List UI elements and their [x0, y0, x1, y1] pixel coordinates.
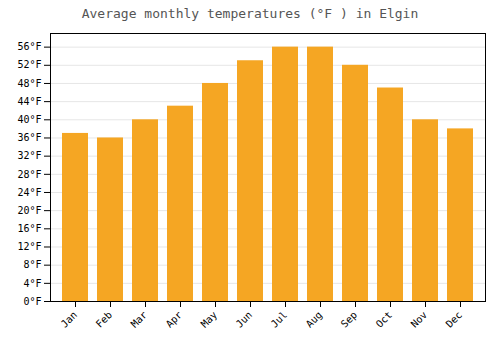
svg-text:20°F: 20°F — [17, 205, 41, 216]
svg-text:May: May — [199, 309, 220, 330]
svg-text:12°F: 12°F — [17, 241, 41, 252]
svg-text:28°F: 28°F — [17, 169, 41, 180]
svg-text:Apr: Apr — [164, 309, 185, 330]
svg-text:Feb: Feb — [94, 309, 115, 330]
svg-text:Nov: Nov — [409, 309, 430, 330]
svg-text:48°F: 48°F — [17, 78, 41, 89]
svg-text:16°F: 16°F — [17, 223, 41, 234]
svg-text:Sep: Sep — [339, 309, 360, 330]
svg-text:Oct: Oct — [374, 309, 395, 330]
svg-text:8°F: 8°F — [23, 259, 41, 270]
svg-text:52°F: 52°F — [17, 59, 41, 70]
html-text:Average monthly temperatures (: Average monthly temperatures (°F ) in El… — [81, 6, 419, 21]
svg-text:Mar: Mar — [129, 309, 150, 330]
svg-text:44°F: 44°F — [17, 96, 41, 107]
svg-text:32°F: 32°F — [17, 150, 41, 161]
svg-text:Dec: Dec — [444, 309, 465, 330]
svg-text:0°F: 0°F — [23, 296, 41, 307]
svg-text:Aug: Aug — [304, 309, 325, 330]
svg-text:Jan: Jan — [59, 309, 80, 330]
svg-text:24°F: 24°F — [17, 187, 41, 198]
svg-text:Jun: Jun — [234, 309, 255, 330]
svg-text:4°F: 4°F — [23, 278, 41, 289]
svg-text:36°F: 36°F — [17, 132, 41, 143]
svg-text:56°F: 56°F — [17, 41, 41, 52]
svg-text:Jul: Jul — [269, 309, 290, 330]
svg-text:40°F: 40°F — [17, 114, 41, 125]
